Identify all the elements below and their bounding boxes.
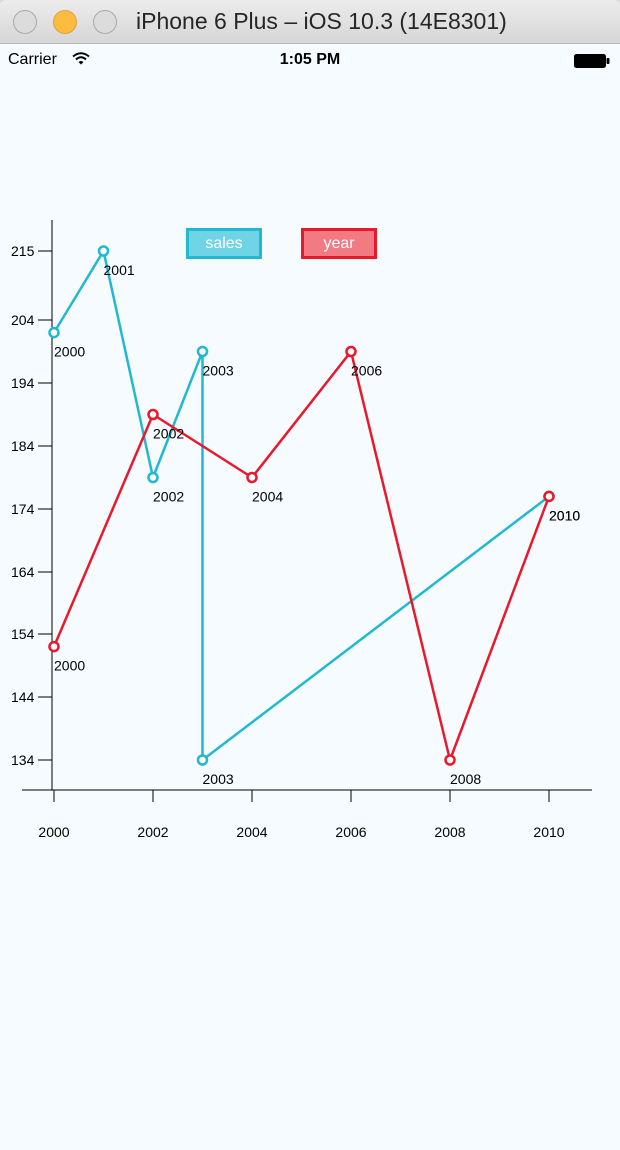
y-tick-label: 144: [11, 689, 35, 705]
data-label-sales: 2010: [549, 507, 580, 523]
data-point-year: [543, 490, 555, 503]
y-tick-label: 134: [11, 752, 35, 768]
data-label-sales: 2002: [153, 489, 184, 505]
legend-year[interactable]: year: [301, 228, 377, 259]
data-point-year: [48, 640, 60, 653]
data-label-sales: 2003: [203, 363, 234, 379]
series-line-sales: [52, 249, 550, 762]
x-tick-label: 2004: [236, 824, 267, 840]
data-point-sales: [196, 754, 209, 766]
data-label-sales: 2000: [54, 344, 85, 360]
data-point-year: [246, 471, 258, 484]
data-point-sales: [97, 245, 110, 257]
ios-status-bar: Carrier 1:05 PM: [0, 44, 620, 76]
x-tick-label: 2006: [335, 824, 366, 840]
data-point-year: [147, 408, 159, 421]
data-label-year: 2008: [450, 771, 481, 787]
legend-sales-label: sales: [205, 235, 243, 252]
legend-sales[interactable]: sales: [186, 228, 262, 259]
close-window-button[interactable]: [13, 10, 37, 34]
data-label-year: 2006: [351, 363, 382, 379]
window-title: iPhone 6 Plus – iOS 10.3 (14E8301): [136, 8, 507, 34]
data-point-year: [345, 345, 357, 358]
data-label-year: 2000: [54, 658, 85, 674]
legend-year-label: year: [323, 235, 355, 252]
y-tick-label: 164: [11, 564, 35, 580]
battery-icon: [574, 54, 610, 68]
x-tick-label: 2008: [434, 824, 465, 840]
data-point-sales: [196, 345, 209, 358]
data-label-sales: 2003: [203, 771, 234, 787]
data-label-year: 2010: [549, 507, 580, 523]
data-point-year: [444, 754, 456, 766]
y-tick-label: 215: [11, 243, 35, 259]
x-tick-label: 2000: [38, 824, 69, 840]
data-point-sales: [147, 471, 159, 484]
y-tick-label: 194: [11, 375, 35, 391]
y-tick-label: 174: [11, 501, 35, 517]
data-label-sales: 2001: [104, 262, 135, 278]
y-tick-label: 184: [11, 438, 35, 454]
status-time: 1:05 PM: [279, 51, 341, 68]
x-tick-label: 2002: [137, 824, 168, 840]
y-tick-label: 204: [11, 312, 35, 328]
data-label-year: 2004: [252, 489, 283, 505]
minimize-window-button[interactable]: [53, 10, 77, 34]
data-point-sales: [48, 326, 60, 339]
data-label-year: 2002: [153, 426, 184, 442]
y-tick-label: 154: [11, 626, 35, 642]
wifi-icon: [72, 52, 90, 65]
window-titlebar: iPhone 6 Plus – iOS 10.3 (14E8301): [0, 0, 620, 44]
series-line-year: [52, 350, 551, 762]
x-tick-label: 2010: [533, 824, 564, 840]
zoom-window-button[interactable]: [93, 10, 117, 34]
carrier-label: Carrier: [8, 51, 57, 68]
